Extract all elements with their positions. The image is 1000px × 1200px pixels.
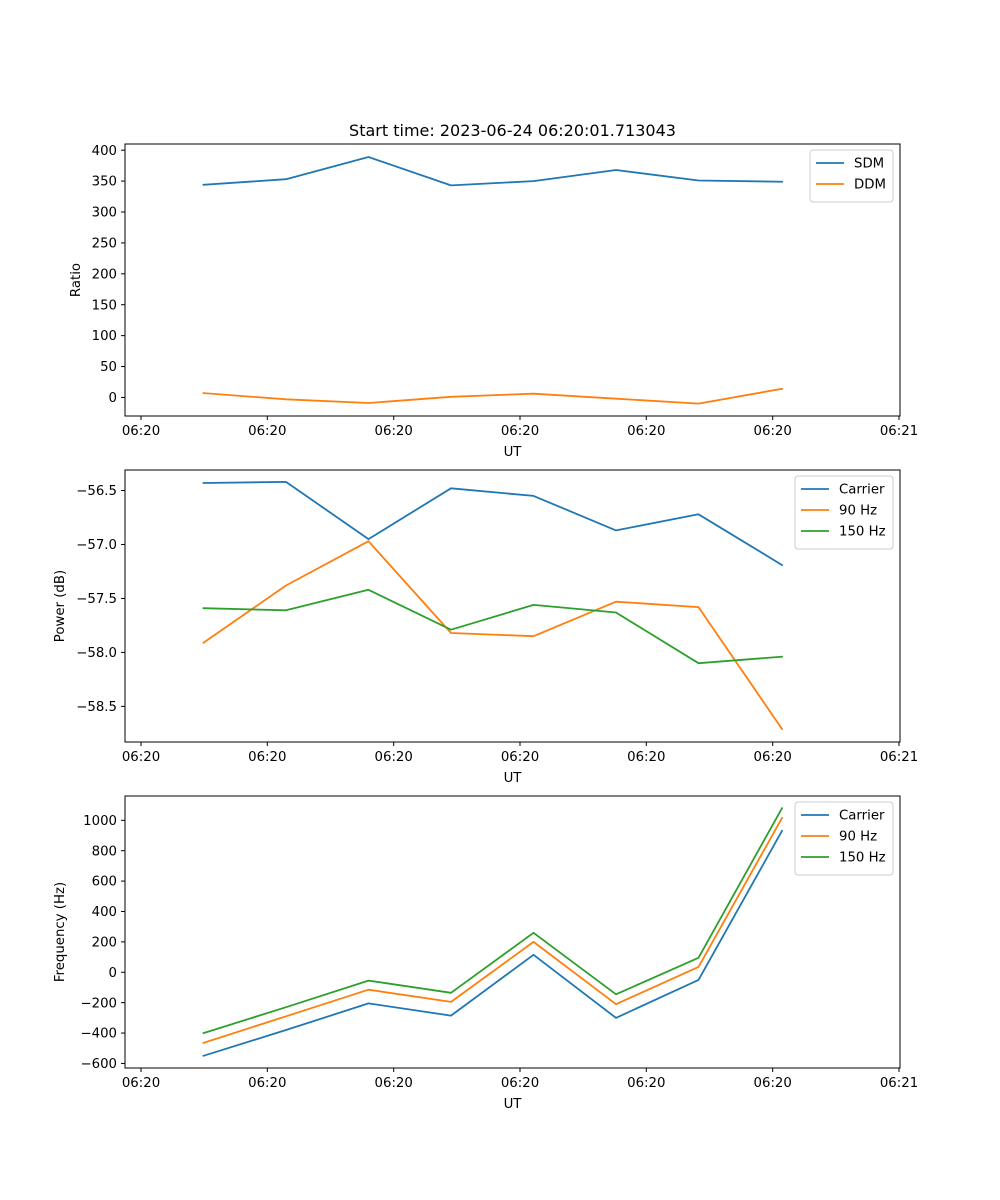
y-axis-label: Ratio (69, 263, 84, 297)
x-tick-label: 06:20 (501, 1076, 539, 1091)
y-tick-label: 350 (92, 175, 117, 190)
y-tick-label: 100 (92, 329, 117, 344)
legend-label: Carrier (839, 483, 885, 498)
legend-label: SDM (854, 157, 884, 172)
axes-frame (124, 143, 901, 417)
x-tick-label: 06:20 (754, 1076, 792, 1091)
x-tick-label: 06:21 (880, 750, 918, 765)
y-tick-label: 400 (92, 905, 117, 920)
y-tick-label: −57.0 (76, 538, 117, 553)
x-axis-label: UT (504, 1097, 523, 1112)
x-tick-label: 06:21 (880, 1076, 918, 1091)
x-tick-label: 06:20 (754, 424, 792, 439)
x-tick-label: 06:20 (627, 750, 665, 765)
legend: Carrier 90 Hz 150 Hz (794, 475, 894, 550)
legend-label: 150 Hz (839, 525, 886, 540)
y-tick-label: 600 (92, 875, 117, 890)
y-tick-label: −56.5 (76, 484, 117, 499)
y-tick-label: −57.5 (76, 592, 117, 607)
legend-label: 90 Hz (839, 504, 877, 519)
series-line-carrier (202, 829, 784, 1057)
x-tick-label: 06:20 (122, 1076, 160, 1091)
legend-label: Carrier (839, 809, 885, 824)
series-line-150-hz (202, 806, 784, 1035)
legend-label: DDM (854, 178, 886, 193)
y-tick-label: 800 (92, 844, 117, 859)
series-line-sdm (202, 156, 783, 187)
legend: SDM DDM (809, 149, 894, 203)
y-tick-label: 0 (109, 966, 117, 981)
y-tick-label: 50 (100, 360, 117, 375)
x-tick-label: 06:20 (627, 424, 665, 439)
x-axis-label: UT (504, 771, 523, 786)
x-axis-label: UT (504, 445, 523, 460)
y-tick-label: 400 (92, 144, 117, 159)
chart-title: Start time: 2023-06-24 06:20:01.713043 (349, 121, 676, 140)
x-tick-label: 06:20 (122, 750, 160, 765)
x-tick-label: 06:20 (248, 750, 286, 765)
y-tick-label: −400 (80, 1027, 117, 1042)
x-tick-label: 06:20 (501, 750, 539, 765)
x-tick-label: 06:20 (375, 424, 413, 439)
x-tick-label: 06:20 (122, 424, 160, 439)
series-line-ddm (202, 387, 784, 405)
x-tick-label: 06:20 (627, 1076, 665, 1091)
y-tick-label: −58.0 (76, 646, 117, 661)
panel-1: 06:20 06:20 06:20 06:20 06:20 06:20 06:21 0 50 10… (69, 121, 918, 460)
axes-frame (124, 795, 901, 1069)
series-line-150-hz (202, 588, 783, 665)
y-tick-label: 1000 (83, 814, 117, 829)
series-line-carrier (202, 481, 784, 567)
y-axis-label: Power (dB) (53, 570, 68, 642)
y-tick-label: 300 (92, 206, 117, 221)
x-tick-label: 06:20 (248, 424, 286, 439)
y-tick-label: 200 (92, 935, 117, 950)
series-line-90-hz (202, 816, 784, 1045)
panel-2: 06:20 06:20 06:20 06:20 06:20 06:20 06:21 −56.5… (53, 469, 918, 786)
y-tick-label: 0 (109, 391, 117, 406)
legend: Carrier 90 Hz 150 Hz (794, 801, 894, 876)
panel-3: 06:20 06:20 06:20 06:20 06:20 06:20 06:21 −600 −… (53, 795, 918, 1112)
y-tick-label: −600 (80, 1057, 117, 1072)
x-tick-label: 06:21 (880, 424, 918, 439)
y-tick-label: −58.5 (76, 700, 117, 715)
legend-label: 150 Hz (839, 851, 886, 866)
x-tick-label: 06:20 (375, 750, 413, 765)
x-tick-label: 06:20 (375, 1076, 413, 1091)
axes-frame (124, 469, 901, 743)
y-tick-label: 250 (92, 237, 117, 252)
x-tick-label: 06:20 (248, 1076, 286, 1091)
y-tick-label: 200 (92, 267, 117, 282)
y-axis-label: Frequency (Hz) (53, 882, 68, 982)
x-tick-label: 06:20 (501, 424, 539, 439)
legend-label: 90 Hz (839, 830, 877, 845)
x-tick-label: 06:20 (754, 750, 792, 765)
y-tick-label: −200 (80, 996, 117, 1011)
series-line-90-hz (202, 540, 784, 731)
y-tick-label: 150 (92, 298, 117, 313)
